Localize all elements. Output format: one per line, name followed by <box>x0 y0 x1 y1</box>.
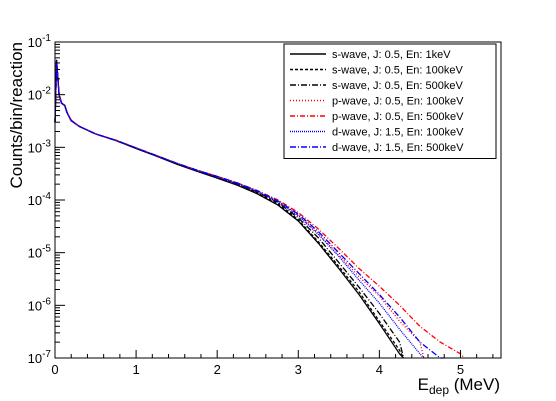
x-tick-label: 3 <box>295 362 302 377</box>
y-tick-label: 10-1 <box>28 33 52 50</box>
legend-label: s-wave, J: 0.5, En: 500keV <box>332 80 464 92</box>
legend-label: p-wave, J: 0.5, En: 100keV <box>332 96 464 108</box>
y-tick-label: 10-3 <box>28 138 52 155</box>
x-tick-label: 1 <box>132 362 139 377</box>
legend-label: s-wave, J: 0.5, En: 1keV <box>332 49 451 61</box>
x-tick-label: 5 <box>457 362 464 377</box>
y-tick-label: 10-6 <box>28 296 52 313</box>
y-tick-label: 10-5 <box>28 244 52 261</box>
series-line <box>54 61 465 359</box>
x-axis-title: Edep (MeV) <box>418 375 500 397</box>
legend-label: d-wave, J: 1.5, En: 500keV <box>332 142 464 154</box>
legend: s-wave, J: 0.5, En: 1keV s-wave, J: 0.5, … <box>283 43 497 159</box>
y-tick-label: 10-7 <box>28 349 52 366</box>
y-axis: 10-7 10-6 10-5 10-4 10-3 10-2 10-1 <box>28 33 65 366</box>
legend-box <box>283 43 497 159</box>
y-tick-label: 10-4 <box>28 191 52 208</box>
x-tick-label: 0 <box>51 362 58 377</box>
y-axis-title: Counts/bin/reaction <box>7 42 26 188</box>
x-axis: 0 1 2 3 4 5 <box>51 350 494 377</box>
series-layer <box>54 59 465 359</box>
x-tick-label: 4 <box>376 362 383 377</box>
series-line <box>54 60 405 359</box>
series-line <box>54 61 445 359</box>
x-tick-label: 2 <box>214 362 221 377</box>
y-tick-label: 10-2 <box>28 86 52 103</box>
legend-label: d-wave, J: 1.5, En: 100keV <box>332 127 464 139</box>
legend-label: s-wave, J: 0.5, En: 100keV <box>332 65 464 77</box>
legend-label: p-wave, J: 0.5, En: 500keV <box>332 111 464 123</box>
